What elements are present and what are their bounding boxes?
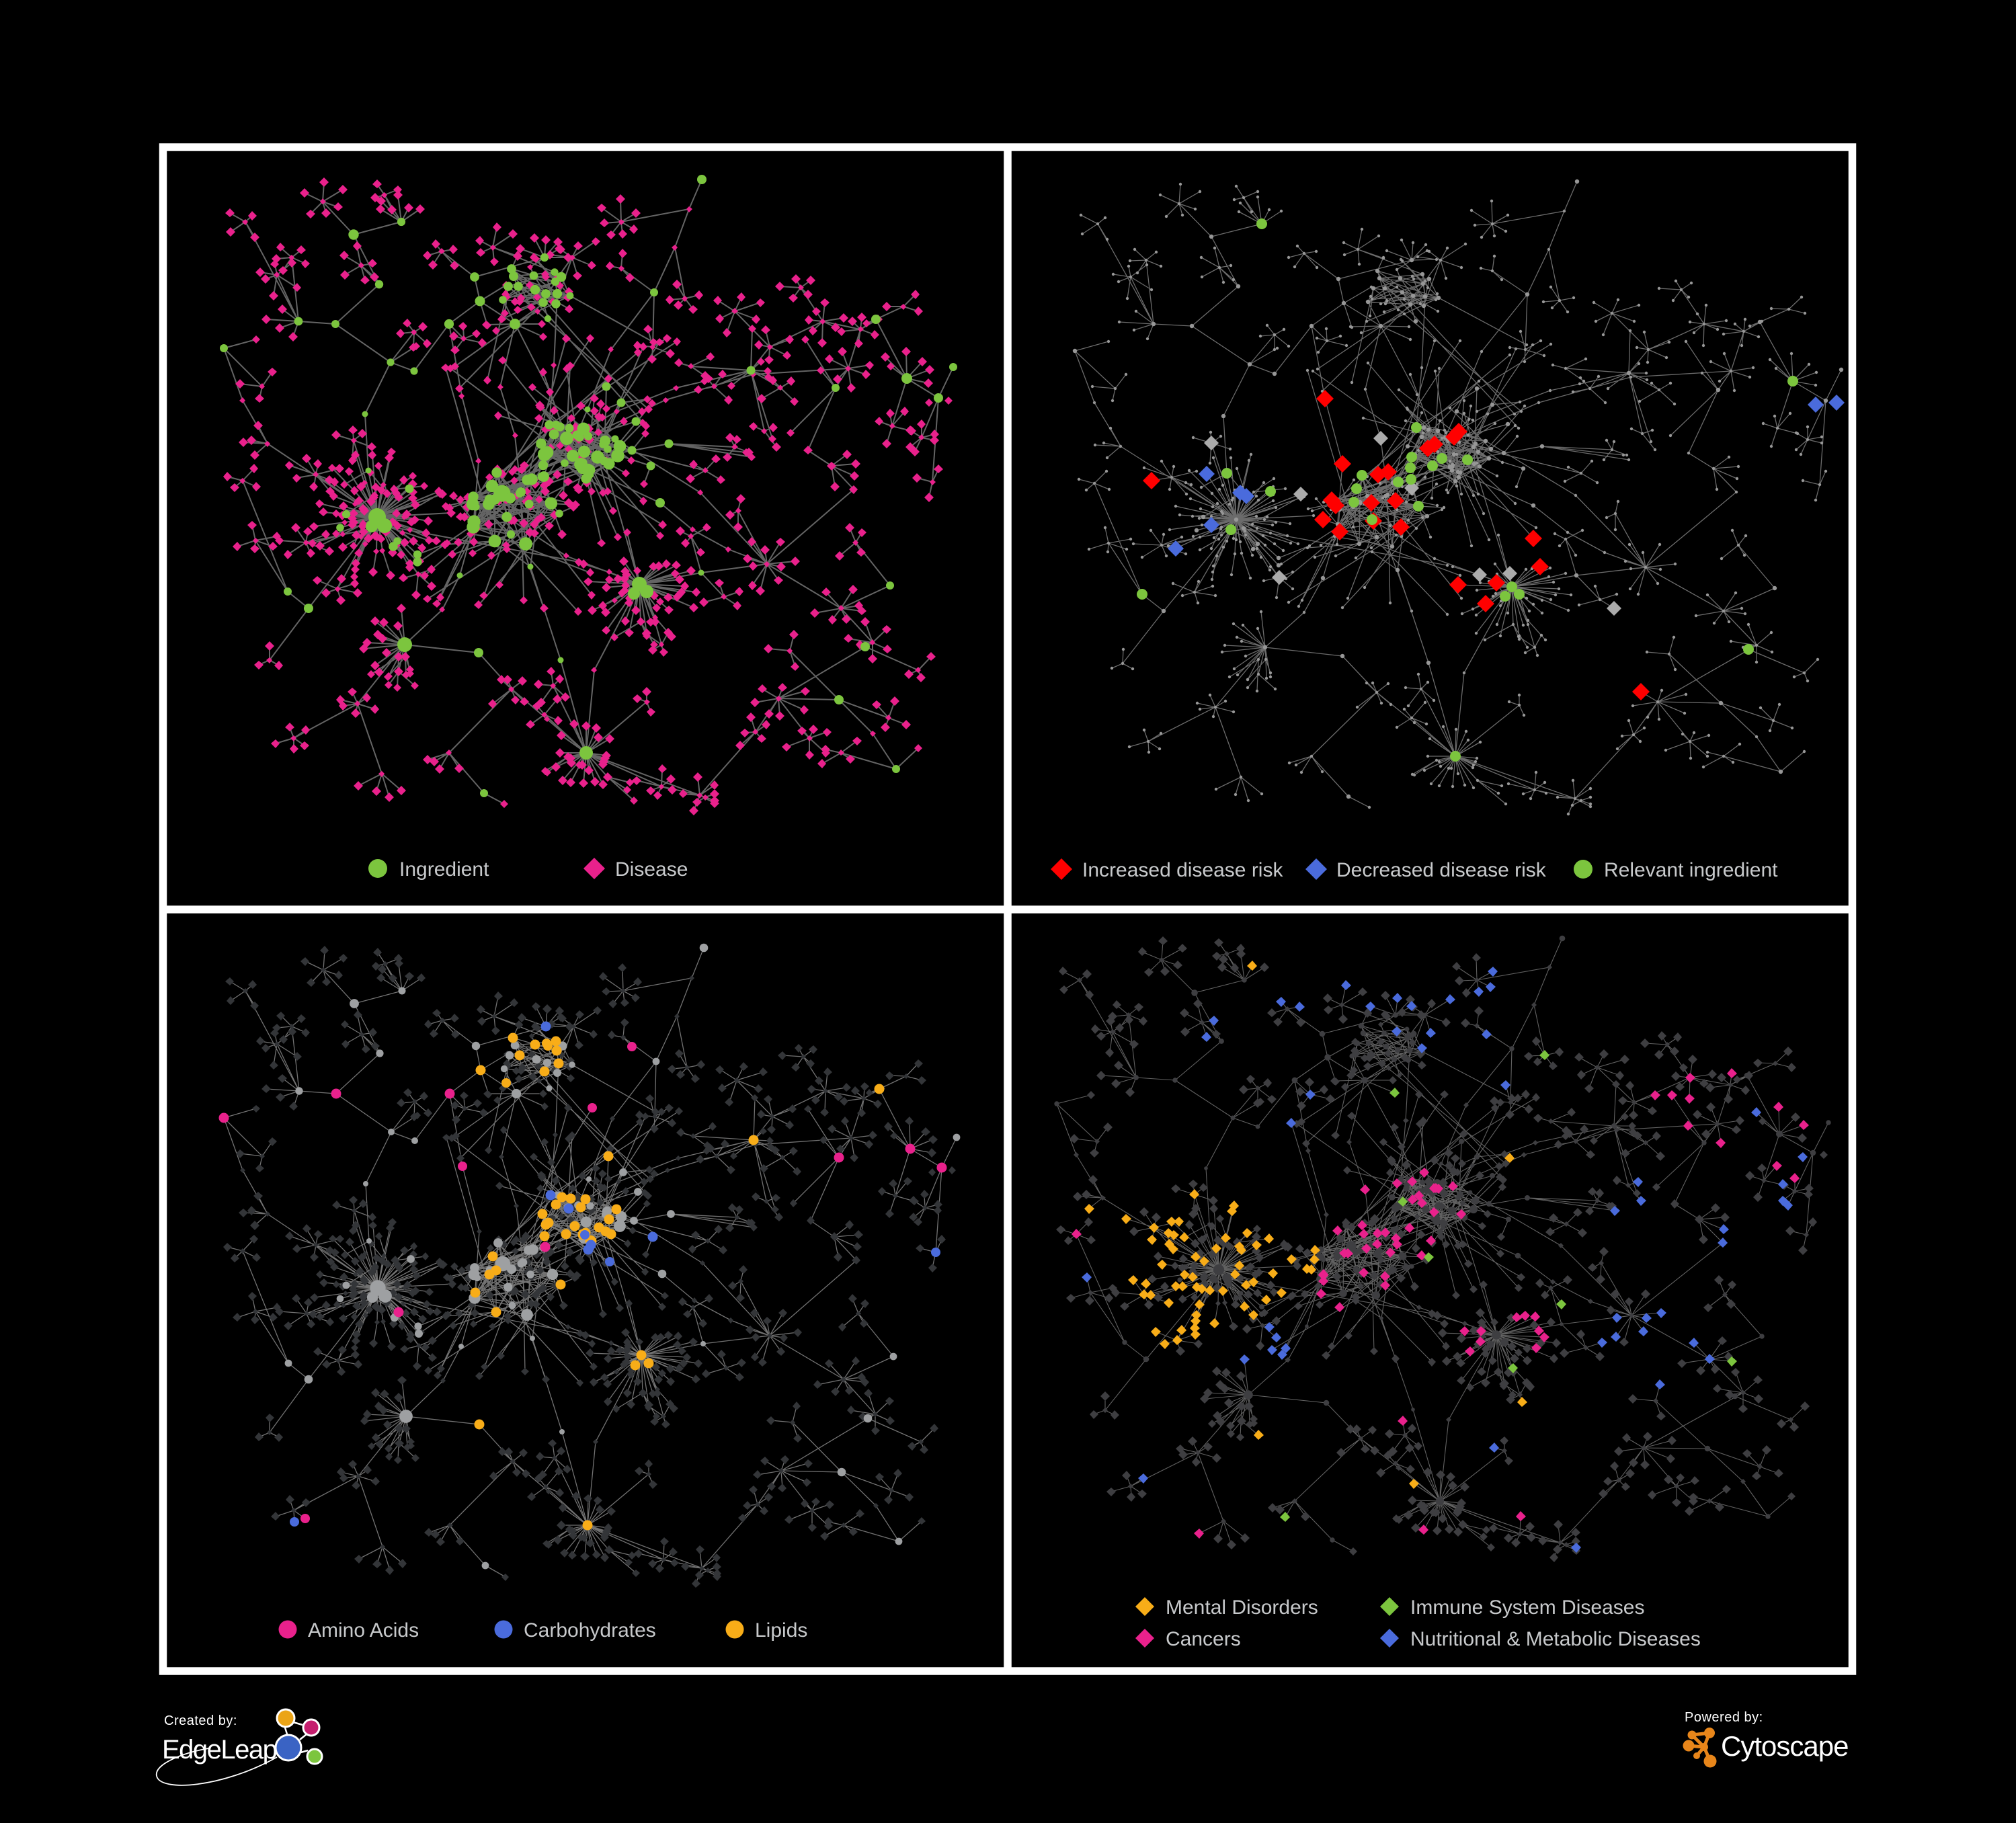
svg-text:Ingredient: Ingredient xyxy=(399,858,489,881)
svg-text:Decreased disease risk: Decreased disease risk xyxy=(1336,859,1547,881)
svg-text:Relevant ingredient: Relevant ingredient xyxy=(1604,859,1778,881)
svg-text:Cancers: Cancers xyxy=(1166,1628,1241,1650)
svg-text:Immune System Diseases: Immune System Diseases xyxy=(1410,1596,1644,1619)
svg-text:Carbohydrates: Carbohydrates xyxy=(524,1619,656,1642)
svg-text:Powered by:: Powered by: xyxy=(1685,1710,1763,1725)
svg-text:EdgeLeap: EdgeLeap xyxy=(162,1735,277,1765)
svg-text:Created by:: Created by: xyxy=(164,1713,237,1728)
svg-text:Disease: Disease xyxy=(615,858,688,881)
svg-text:Amino Acids: Amino Acids xyxy=(308,1619,419,1642)
svg-text:Increased disease risk: Increased disease risk xyxy=(1082,859,1283,881)
svg-text:Lipids: Lipids xyxy=(755,1619,807,1642)
svg-text:Cytoscape: Cytoscape xyxy=(1721,1730,1848,1762)
svg-text:Nutritional & Metabolic Diseas: Nutritional & Metabolic Diseases xyxy=(1410,1628,1701,1650)
svg-text:Mental Disorders: Mental Disorders xyxy=(1166,1596,1318,1619)
